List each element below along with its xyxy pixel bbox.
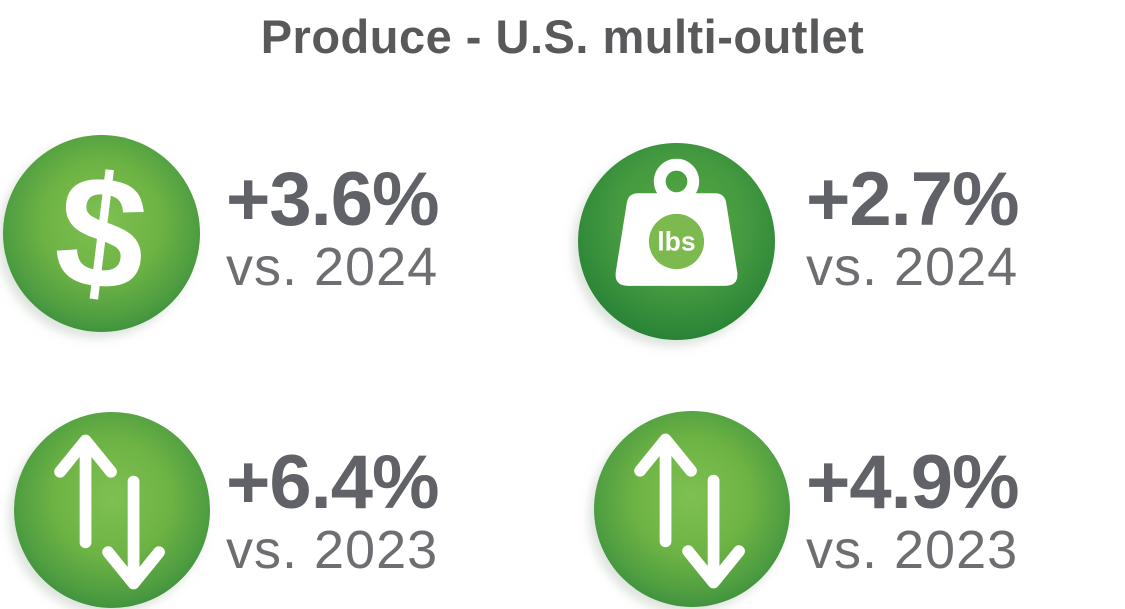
lbs-badge-label: lbs xyxy=(657,226,695,256)
weight-lbs-icon-glyph: lbs xyxy=(615,158,738,286)
weight-handle-ring xyxy=(653,158,700,205)
stat-value: +2.7% xyxy=(806,157,1020,242)
dollar-sign-glyph: $ xyxy=(47,139,157,326)
stat-value: +6.4% xyxy=(226,440,440,525)
up-down-arrows-glyph xyxy=(634,433,745,589)
lbs-badge xyxy=(648,213,705,270)
up-arrow-head xyxy=(54,434,117,478)
stat-block-dollars-vs-2023: +6.4% vs. 2023 xyxy=(226,440,440,580)
stat-block-pounds-vs-2024: +2.7% vs. 2024 xyxy=(806,157,1020,297)
up-down-arrows-icon xyxy=(14,412,210,608)
stat-comparison: vs. 2024 xyxy=(806,237,1019,297)
dollar-icon: $ xyxy=(3,135,200,332)
stat-value: +3.6% xyxy=(226,157,440,242)
down-arrow-head xyxy=(682,545,745,589)
weight-lbs-icon: lbs xyxy=(578,143,775,340)
down-arrow-head xyxy=(102,546,165,590)
stat-comparison: vs. 2023 xyxy=(806,520,1019,580)
dollar-icon-glyph: $ xyxy=(47,139,157,326)
stat-block-dollars-vs-2024: +3.6% vs. 2024 xyxy=(226,157,440,297)
up-arrow-head xyxy=(634,433,697,477)
stat-block-pounds-vs-2023: +4.9% vs. 2023 xyxy=(806,440,1020,580)
stat-comparison: vs. 2023 xyxy=(226,520,439,580)
stat-value: +4.9% xyxy=(806,440,1020,525)
up-down-arrows-icon xyxy=(594,411,790,607)
page-title: Produce - U.S. multi-outlet xyxy=(260,10,865,63)
stat-comparison: vs. 2024 xyxy=(226,237,439,297)
up-down-arrows-glyph xyxy=(54,434,165,590)
